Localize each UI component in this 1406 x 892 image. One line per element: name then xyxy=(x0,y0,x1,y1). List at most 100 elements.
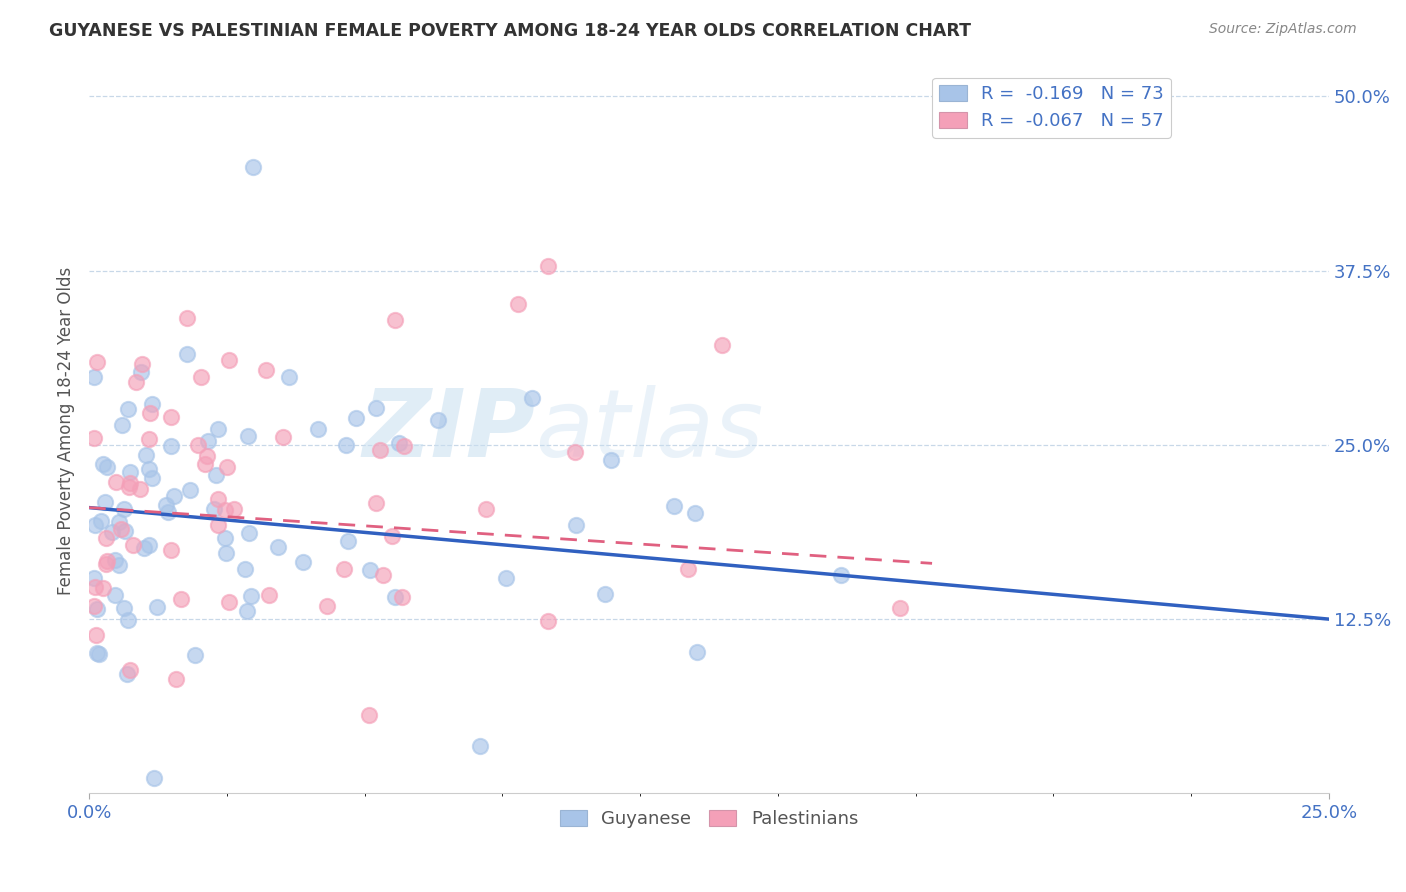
Point xyxy=(159,439,181,453)
Point xyxy=(121,538,143,552)
Point xyxy=(117,401,139,416)
Point xyxy=(165,673,187,687)
Point xyxy=(86,627,108,641)
Point xyxy=(141,471,163,485)
Point xyxy=(187,438,209,452)
Point xyxy=(112,601,135,615)
Point xyxy=(278,370,301,384)
Point xyxy=(90,514,112,528)
Point xyxy=(157,505,180,519)
Point xyxy=(214,503,236,517)
Point xyxy=(256,363,278,377)
Point xyxy=(176,311,198,326)
Point xyxy=(427,413,450,427)
Point xyxy=(197,434,219,448)
Text: atlas: atlas xyxy=(536,385,763,476)
Point xyxy=(142,771,165,785)
Point xyxy=(207,517,229,532)
Point xyxy=(830,568,852,582)
Point xyxy=(370,443,392,458)
Point xyxy=(96,460,118,475)
Point xyxy=(520,391,543,405)
Point xyxy=(468,739,491,753)
Point xyxy=(84,518,107,533)
Point xyxy=(711,337,734,351)
Point xyxy=(89,648,111,662)
Point xyxy=(139,406,162,420)
Point xyxy=(117,614,139,628)
Point xyxy=(160,409,183,424)
Point xyxy=(222,501,245,516)
Point xyxy=(132,541,155,556)
Point xyxy=(662,499,685,513)
Point xyxy=(266,540,288,554)
Point xyxy=(100,525,122,540)
Point xyxy=(138,432,160,446)
Point xyxy=(94,558,117,572)
Point xyxy=(138,462,160,476)
Y-axis label: Female Poverty Among 18-24 Year Olds: Female Poverty Among 18-24 Year Olds xyxy=(58,267,75,595)
Point xyxy=(236,604,259,618)
Point xyxy=(94,494,117,508)
Point xyxy=(593,587,616,601)
Point xyxy=(238,525,260,540)
Point xyxy=(537,614,560,628)
Point xyxy=(138,538,160,552)
Point xyxy=(394,439,416,453)
Point xyxy=(215,546,238,560)
Point xyxy=(218,595,240,609)
Point xyxy=(86,646,108,660)
Point xyxy=(176,347,198,361)
Point xyxy=(333,562,356,576)
Point xyxy=(160,543,183,558)
Point xyxy=(115,667,138,681)
Point xyxy=(170,592,193,607)
Point xyxy=(337,534,360,549)
Point xyxy=(537,259,560,273)
Point xyxy=(384,590,406,604)
Point xyxy=(564,445,586,459)
Point xyxy=(163,489,186,503)
Point xyxy=(364,401,387,415)
Text: GUYANESE VS PALESTINIAN FEMALE POVERTY AMONG 18-24 YEAR OLDS CORRELATION CHART: GUYANESE VS PALESTINIAN FEMALE POVERTY A… xyxy=(49,22,972,40)
Point xyxy=(146,600,169,615)
Point xyxy=(141,397,163,411)
Point xyxy=(381,529,404,543)
Point xyxy=(110,417,132,432)
Point xyxy=(96,531,118,545)
Point xyxy=(104,553,127,567)
Point xyxy=(104,589,127,603)
Point xyxy=(236,429,259,443)
Point xyxy=(131,357,153,371)
Point xyxy=(83,431,105,445)
Legend: Guyanese, Palestinians: Guyanese, Palestinians xyxy=(553,802,865,835)
Point xyxy=(117,480,139,494)
Point xyxy=(240,589,263,603)
Point xyxy=(242,160,264,174)
Point xyxy=(257,588,280,602)
Text: Source: ZipAtlas.com: Source: ZipAtlas.com xyxy=(1209,22,1357,37)
Point xyxy=(291,555,314,569)
Point xyxy=(271,430,294,444)
Point xyxy=(105,475,128,489)
Point xyxy=(83,571,105,585)
Point xyxy=(889,601,911,615)
Point xyxy=(83,580,105,594)
Point xyxy=(357,707,380,722)
Point xyxy=(190,370,212,384)
Point xyxy=(202,501,225,516)
Point xyxy=(364,496,387,510)
Point xyxy=(686,645,709,659)
Point xyxy=(207,491,229,506)
Point xyxy=(120,465,142,479)
Point xyxy=(391,590,413,604)
Point xyxy=(388,436,411,450)
Point xyxy=(110,522,132,536)
Point xyxy=(83,370,105,384)
Point xyxy=(233,562,256,576)
Point xyxy=(114,524,136,539)
Point xyxy=(120,476,142,491)
Point xyxy=(344,410,367,425)
Point xyxy=(128,483,150,497)
Point xyxy=(124,375,146,389)
